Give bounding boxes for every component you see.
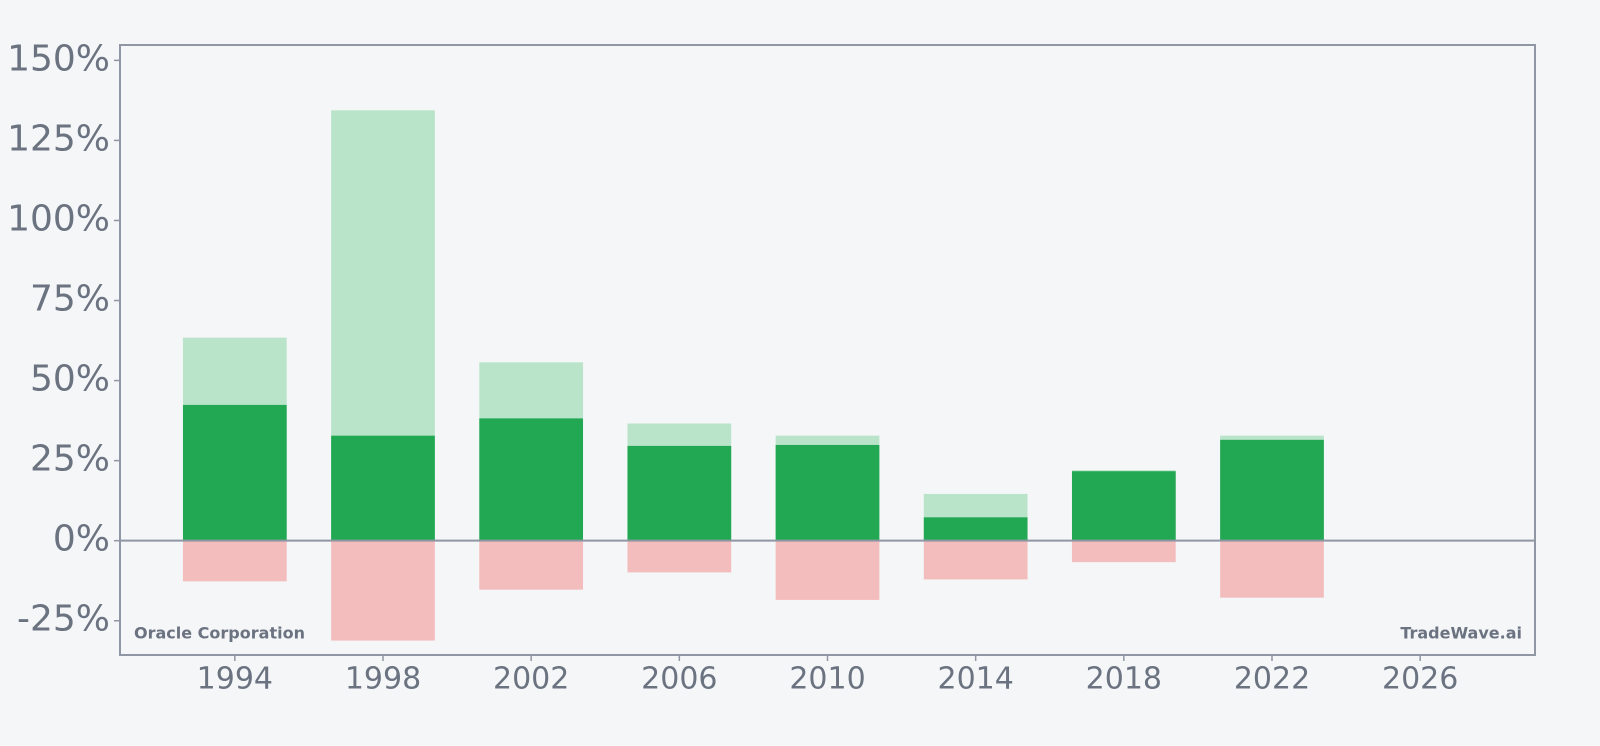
y-tick-label: -25% bbox=[17, 599, 110, 640]
bar bbox=[182, 540, 287, 582]
bar bbox=[775, 444, 880, 541]
bar bbox=[923, 517, 1028, 541]
y-tick-label: 150% bbox=[7, 38, 110, 79]
bar bbox=[182, 404, 287, 541]
bar bbox=[479, 418, 584, 541]
bar bbox=[1220, 439, 1324, 541]
x-tick-label: 2026 bbox=[1382, 662, 1458, 697]
right-annotation: TradeWave.ai bbox=[1400, 624, 1522, 643]
y-tick-label: 75% bbox=[30, 279, 110, 320]
x-tick-label: 2002 bbox=[493, 662, 569, 697]
bar bbox=[479, 540, 584, 590]
x-tick-label: 1998 bbox=[345, 662, 421, 697]
x-tick-label: 2014 bbox=[937, 662, 1013, 697]
bar bbox=[627, 540, 732, 573]
y-tick-label: 125% bbox=[7, 118, 110, 159]
x-tick-label: 2006 bbox=[641, 662, 717, 697]
x-tick-label: 2018 bbox=[1086, 662, 1162, 697]
y-tick-label: 50% bbox=[30, 359, 110, 400]
left-annotation: Oracle Corporation bbox=[134, 624, 305, 643]
bar bbox=[775, 540, 880, 600]
bar bbox=[1071, 471, 1176, 541]
y-tick-label: 100% bbox=[7, 198, 110, 239]
y-tick-label: 25% bbox=[30, 439, 110, 480]
x-tick-label: 1994 bbox=[197, 662, 273, 697]
bar bbox=[923, 540, 1028, 580]
bar bbox=[1071, 540, 1176, 563]
bar bbox=[627, 445, 732, 541]
bar bbox=[331, 540, 435, 641]
x-tick-label: 2010 bbox=[789, 662, 865, 697]
bar bbox=[331, 435, 435, 541]
x-tick-label: 2022 bbox=[1234, 662, 1310, 697]
y-tick-label: 0% bbox=[53, 519, 110, 560]
bar bbox=[1220, 540, 1324, 598]
